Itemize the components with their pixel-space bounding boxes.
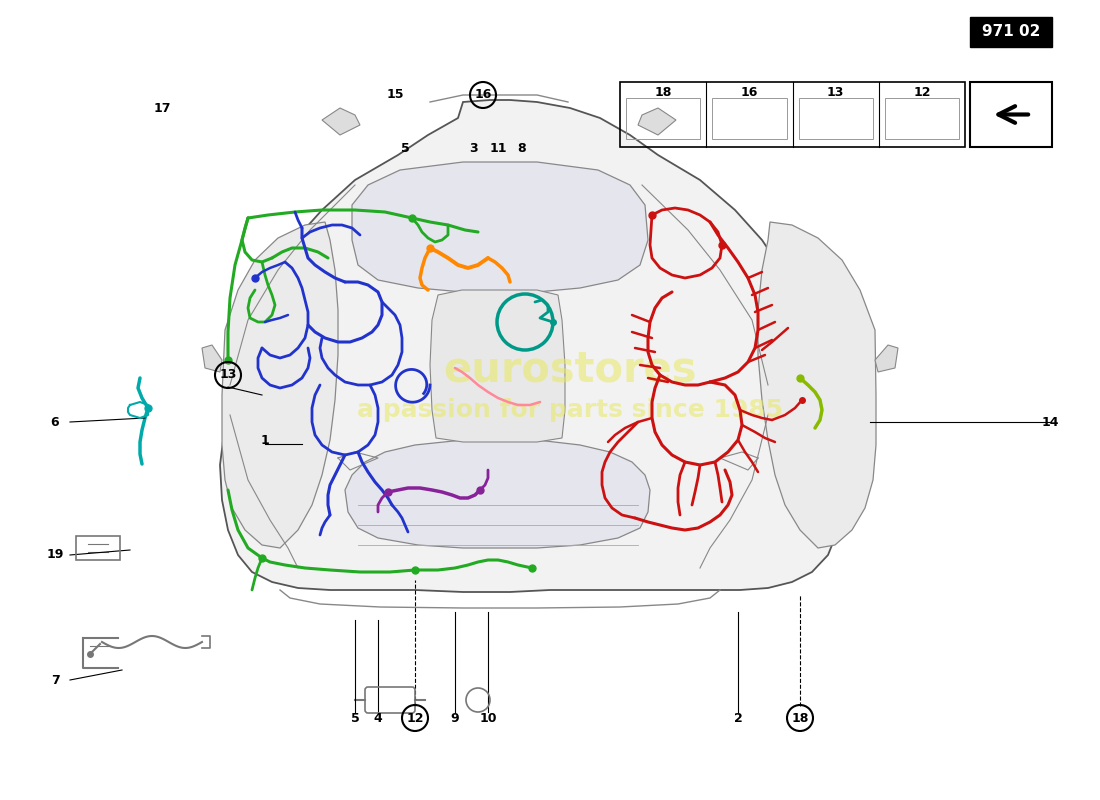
Polygon shape [758, 222, 876, 548]
Text: 12: 12 [406, 711, 424, 725]
Text: 13: 13 [827, 86, 845, 98]
Polygon shape [430, 290, 565, 442]
Bar [620, 82, 965, 147]
Polygon shape [352, 162, 648, 292]
Text: 8: 8 [518, 142, 526, 154]
Text: 4: 4 [374, 711, 383, 725]
Text: 3: 3 [469, 142, 477, 154]
Text: 12: 12 [913, 86, 931, 98]
Text: a passion for parts since 1985: a passion for parts since 1985 [356, 398, 783, 422]
Text: 1: 1 [261, 434, 270, 446]
Text: 10: 10 [480, 711, 497, 725]
Text: 13: 13 [219, 369, 236, 382]
Text: 14: 14 [1042, 415, 1058, 429]
Bar [970, 82, 1052, 147]
Bar [970, 17, 1052, 47]
Text: 18: 18 [654, 86, 672, 98]
Text: 6: 6 [51, 415, 59, 429]
Text: eurostores: eurostores [443, 349, 696, 391]
Bar [884, 98, 959, 139]
Text: 16: 16 [740, 86, 758, 98]
Polygon shape [322, 108, 360, 135]
Text: 9: 9 [451, 711, 460, 725]
Polygon shape [874, 345, 898, 372]
Polygon shape [638, 108, 676, 135]
Polygon shape [220, 100, 845, 592]
Polygon shape [222, 222, 338, 548]
Text: 5: 5 [351, 711, 360, 725]
Text: 15: 15 [386, 89, 404, 102]
Polygon shape [345, 440, 650, 548]
Text: 2: 2 [734, 711, 742, 725]
Text: 16: 16 [474, 89, 492, 102]
Text: 5: 5 [400, 142, 409, 154]
Text: 11: 11 [490, 142, 507, 154]
Bar [76, 536, 120, 560]
Polygon shape [202, 345, 222, 372]
Bar [626, 98, 701, 139]
Text: 18: 18 [791, 711, 808, 725]
Bar [799, 98, 872, 139]
Text: 19: 19 [46, 549, 64, 562]
Text: 7: 7 [51, 674, 59, 686]
Text: 971 02: 971 02 [982, 25, 1041, 39]
Bar [713, 98, 786, 139]
Text: 17: 17 [153, 102, 170, 114]
